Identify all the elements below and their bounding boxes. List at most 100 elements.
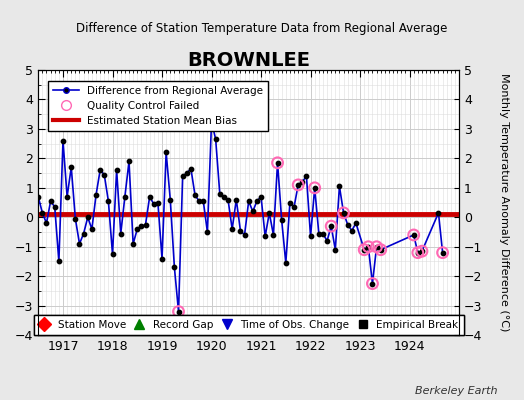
Point <box>170 264 179 270</box>
Point <box>63 194 71 200</box>
Point <box>257 194 265 200</box>
Point <box>302 173 311 179</box>
Point <box>269 232 278 238</box>
Point <box>294 182 302 188</box>
Point <box>80 230 88 237</box>
Title: BROWNLEE: BROWNLEE <box>187 51 310 70</box>
Point <box>253 198 261 204</box>
Point <box>149 201 158 207</box>
Point <box>352 220 360 226</box>
Point <box>21 189 30 196</box>
Point <box>14 185 22 191</box>
Point <box>179 173 187 179</box>
Point <box>410 232 418 238</box>
Point <box>75 241 84 247</box>
Point <box>331 246 340 253</box>
Point <box>241 232 249 238</box>
Point <box>96 167 104 173</box>
Point <box>248 208 257 215</box>
Point <box>199 198 208 204</box>
Point <box>347 227 356 234</box>
Point <box>228 226 236 232</box>
Point <box>129 241 137 247</box>
Point <box>67 164 75 170</box>
Point <box>166 196 174 203</box>
Point <box>311 185 319 191</box>
Point <box>298 179 307 185</box>
Point <box>137 223 146 229</box>
Point <box>281 260 290 266</box>
Point <box>410 232 418 238</box>
Point <box>34 194 42 200</box>
Point <box>121 194 129 200</box>
Point <box>71 216 80 222</box>
Point <box>108 251 117 257</box>
Point <box>373 244 381 250</box>
Point <box>54 258 63 265</box>
Point <box>26 149 34 156</box>
Point <box>439 250 447 256</box>
Point <box>50 204 59 210</box>
Point <box>174 308 183 315</box>
Legend: Station Move, Record Gap, Time of Obs. Change, Empirical Break: Station Move, Record Gap, Time of Obs. C… <box>34 315 464 335</box>
Point <box>274 160 282 166</box>
Point <box>368 280 377 287</box>
Point <box>364 244 373 250</box>
Point <box>232 196 241 203</box>
Point <box>314 230 323 237</box>
Point <box>215 190 224 197</box>
Point <box>224 196 232 203</box>
Point <box>335 183 344 190</box>
Point <box>439 250 447 256</box>
Point <box>413 250 422 256</box>
Point <box>83 214 92 220</box>
Point <box>418 248 426 254</box>
Point <box>286 199 294 206</box>
Point <box>418 248 426 254</box>
Point <box>373 244 381 250</box>
Point <box>125 158 133 164</box>
Point <box>100 171 108 178</box>
Point <box>133 226 141 232</box>
Point <box>236 227 245 234</box>
Point <box>307 233 315 240</box>
Point <box>146 194 154 200</box>
Point <box>327 223 335 229</box>
Point <box>141 222 150 228</box>
Y-axis label: Monthly Temperature Anomaly Difference (°C): Monthly Temperature Anomaly Difference (… <box>499 73 509 332</box>
Point <box>364 244 373 250</box>
Point <box>265 210 274 216</box>
Point <box>187 166 195 172</box>
Point <box>360 246 368 253</box>
Text: Berkeley Earth: Berkeley Earth <box>416 386 498 396</box>
Point <box>413 250 422 256</box>
Point <box>38 210 47 216</box>
Point <box>154 199 162 206</box>
Point <box>17 223 26 229</box>
Point <box>319 230 327 237</box>
Point <box>327 223 335 229</box>
Point <box>113 167 121 173</box>
Point <box>116 230 125 237</box>
Point <box>294 182 302 188</box>
Point <box>191 192 199 198</box>
Point <box>245 198 253 204</box>
Point <box>30 164 38 170</box>
Point <box>278 217 286 224</box>
Point <box>158 255 166 262</box>
Point <box>42 220 51 226</box>
Point <box>290 204 298 210</box>
Point <box>92 192 100 198</box>
Point <box>47 198 55 204</box>
Point <box>104 198 113 204</box>
Point <box>340 210 348 216</box>
Point <box>360 246 368 253</box>
Point <box>212 136 220 142</box>
Point <box>340 210 348 216</box>
Point <box>182 170 191 176</box>
Point <box>174 308 183 315</box>
Point <box>220 194 228 200</box>
Point <box>195 198 203 204</box>
Point <box>434 210 443 216</box>
Point <box>261 233 269 240</box>
